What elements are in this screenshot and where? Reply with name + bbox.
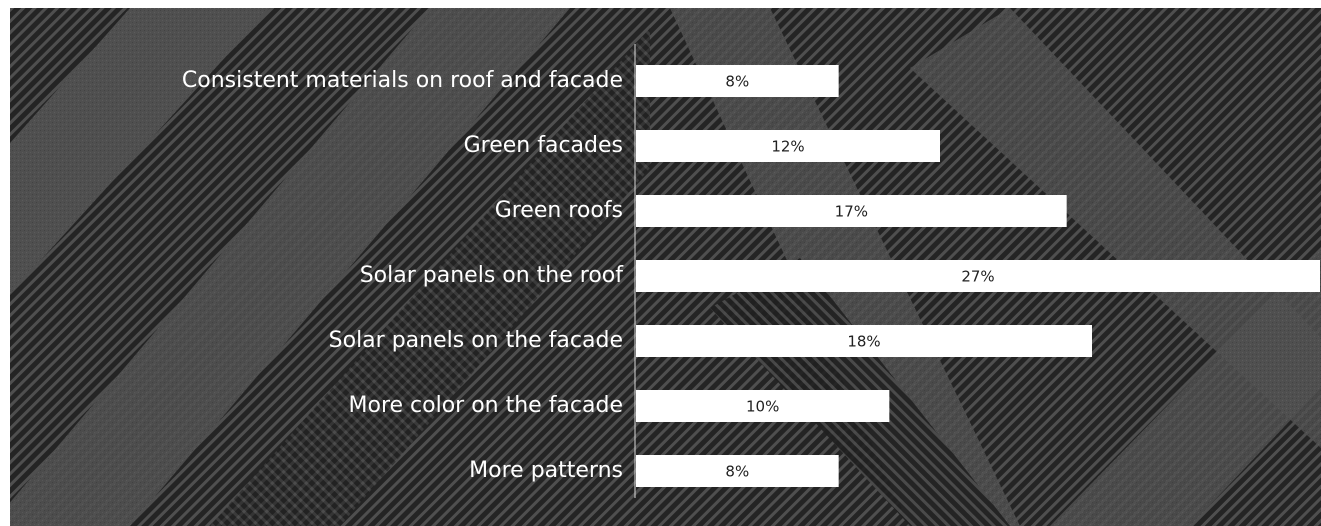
value-label: 17% bbox=[835, 203, 868, 221]
bar bbox=[636, 325, 1092, 357]
bar bbox=[636, 390, 890, 422]
category-label: More color on the facade bbox=[349, 393, 624, 418]
category-label: Green roofs bbox=[495, 198, 623, 223]
value-label: 10% bbox=[746, 398, 779, 416]
bar bbox=[636, 65, 839, 97]
value-label: 8% bbox=[725, 463, 749, 481]
category-label: Green facades bbox=[464, 133, 623, 158]
value-label: 27% bbox=[961, 268, 994, 286]
bar bbox=[636, 195, 1067, 227]
category-label: Solar panels on the facade bbox=[329, 328, 623, 353]
chart-frame: Consistent materials on roof and facade G… bbox=[10, 8, 1321, 526]
category-label: Consistent materials on roof and facade bbox=[182, 68, 623, 93]
bar-chart: Consistent materials on roof and facade G… bbox=[10, 8, 1321, 526]
bar bbox=[636, 130, 940, 162]
bar bbox=[636, 455, 839, 487]
value-label: 8% bbox=[725, 73, 749, 91]
value-labels-group: 8% 12% 17% 27% 18% 10% 8% bbox=[725, 73, 994, 481]
value-label: 12% bbox=[771, 138, 804, 156]
bars-group bbox=[636, 65, 1320, 487]
category-label: Solar panels on the roof bbox=[360, 263, 625, 288]
category-labels-group: Consistent materials on roof and facade G… bbox=[182, 68, 624, 483]
bar bbox=[636, 260, 1320, 292]
category-label: More patterns bbox=[469, 458, 623, 483]
value-label: 18% bbox=[847, 333, 880, 351]
